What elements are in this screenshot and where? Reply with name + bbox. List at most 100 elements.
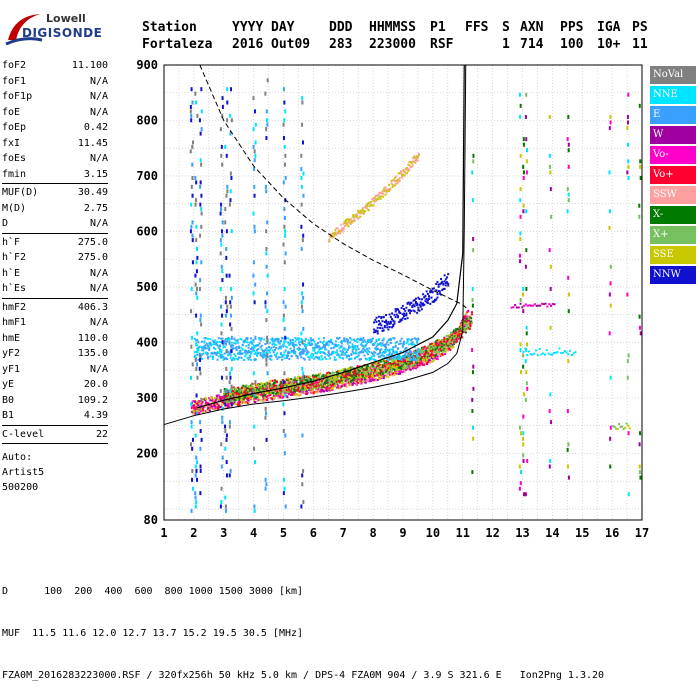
- echo-point: [312, 374, 314, 376]
- echo-point: [229, 425, 231, 429]
- plot-grid: [164, 65, 642, 520]
- echo-point: [346, 222, 348, 224]
- echo-point: [520, 298, 522, 302]
- echo-point: [452, 346, 454, 348]
- echo-point: [520, 348, 522, 352]
- echo-point: [346, 357, 348, 359]
- echo-point: [247, 387, 249, 389]
- echo-point: [377, 332, 379, 334]
- echo-point: [526, 459, 528, 463]
- echo-point: [286, 396, 288, 398]
- echo-point: [192, 220, 194, 224]
- echo-point: [231, 296, 233, 300]
- echo-point: [225, 314, 227, 318]
- echo-point: [383, 355, 385, 357]
- echo-point: [265, 229, 267, 233]
- echo-point: [212, 355, 214, 357]
- echo-point: [393, 323, 395, 325]
- echo-point: [272, 392, 274, 394]
- echo-point: [294, 341, 296, 343]
- echo-point: [318, 356, 320, 358]
- echo-point: [522, 365, 524, 369]
- echo-point: [211, 344, 213, 346]
- echo-point: [230, 305, 232, 309]
- echo-point: [284, 433, 286, 437]
- echo-point: [245, 384, 247, 386]
- echo-point: [225, 367, 227, 371]
- echo-point: [264, 349, 266, 351]
- echo-point: [381, 327, 383, 329]
- echo-point: [231, 342, 233, 344]
- echo-point: [295, 344, 297, 346]
- echo-point: [262, 356, 264, 358]
- echo-point: [220, 127, 222, 131]
- echo-point: [272, 380, 274, 382]
- echo-point: [333, 236, 335, 238]
- echo-point: [248, 347, 250, 349]
- echo-point: [229, 376, 231, 380]
- echo-point: [406, 366, 408, 368]
- echo-point: [405, 307, 407, 309]
- echo-point: [284, 145, 286, 149]
- echo-point: [285, 504, 287, 508]
- echo-point: [191, 87, 193, 91]
- echo-point: [356, 345, 358, 347]
- echo-point: [266, 109, 268, 113]
- echo-point: [226, 154, 228, 158]
- echo-point: [302, 327, 304, 331]
- echo-point: [219, 345, 221, 347]
- echo-point: [385, 320, 387, 322]
- echo-point: [207, 353, 209, 355]
- echo-point: [300, 331, 302, 335]
- echo-point: [231, 385, 233, 389]
- echo-point: [217, 398, 219, 400]
- echo-point: [403, 341, 405, 343]
- echo-point: [232, 401, 234, 403]
- echo-point: [196, 260, 198, 264]
- echo-point: [390, 322, 392, 324]
- echo-point: [224, 346, 226, 348]
- echo-point: [380, 361, 382, 363]
- echo-point: [257, 352, 259, 354]
- echo-point: [220, 203, 222, 207]
- echo-point: [266, 354, 268, 358]
- echo-point: [231, 402, 233, 406]
- echo-point: [265, 251, 267, 255]
- echo-point: [253, 393, 255, 397]
- echo-point: [471, 311, 473, 313]
- echo-point: [266, 340, 268, 344]
- echo-point: [225, 247, 227, 251]
- echo-point: [221, 278, 223, 282]
- echo-point: [283, 180, 285, 184]
- echo-point: [200, 180, 202, 184]
- echo-point: [410, 368, 412, 370]
- echo-point: [250, 352, 252, 354]
- echo-point: [207, 338, 209, 340]
- echo-point: [245, 350, 247, 352]
- echo-point: [385, 351, 387, 353]
- echo-point: [523, 204, 525, 208]
- echo-point: [230, 287, 232, 291]
- echo-point: [190, 118, 192, 122]
- echo-point: [344, 353, 346, 355]
- echo-point: [267, 274, 269, 278]
- echo-point: [218, 352, 220, 354]
- echo-point: [199, 234, 201, 238]
- echo-point: [300, 154, 302, 158]
- echo-point: [368, 351, 370, 353]
- echo-point: [523, 492, 525, 496]
- echo-point: [549, 409, 551, 413]
- echo-point: [523, 392, 525, 396]
- echo-point: [444, 353, 446, 355]
- echo-point: [300, 176, 302, 180]
- echo-point: [419, 298, 421, 300]
- echo-point: [237, 339, 239, 341]
- echo-point: [226, 118, 228, 122]
- echo-point: [525, 359, 527, 363]
- echo-point: [520, 215, 522, 219]
- echo-point: [266, 123, 268, 127]
- echo-point: [526, 387, 528, 391]
- echo-point: [225, 504, 227, 508]
- echo-point: [307, 351, 309, 353]
- echo-point: [399, 373, 401, 375]
